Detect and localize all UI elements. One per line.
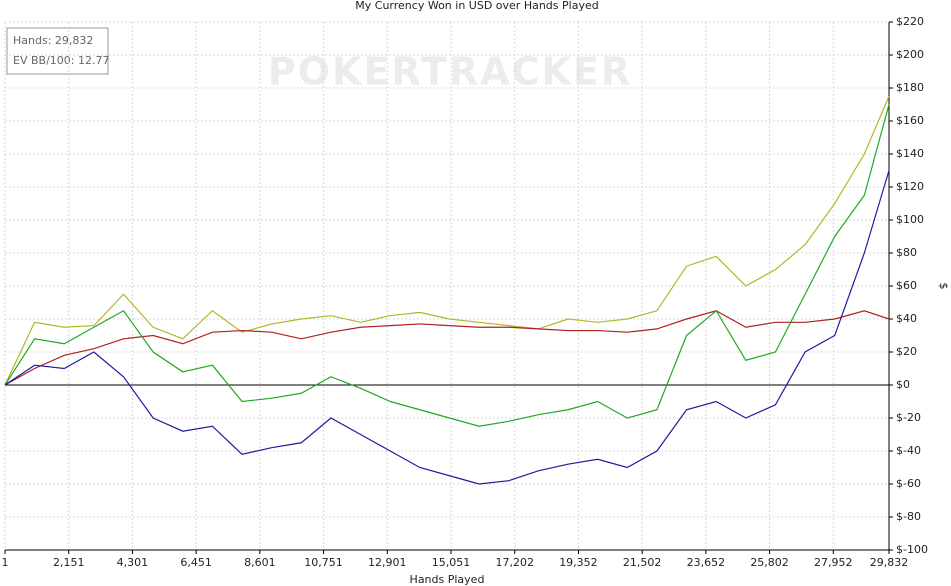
y-tick-label: $-80 — [896, 510, 921, 523]
y-tick-label: $60 — [896, 279, 917, 292]
series-line — [4, 104, 890, 427]
x-tick-label: 25,802 — [750, 556, 789, 569]
y-axis-label: $ — [937, 283, 950, 290]
x-tick-label: 27,952 — [814, 556, 853, 569]
y-tick-label: $20 — [896, 345, 917, 358]
x-tick-label: 8,601 — [244, 556, 276, 569]
y-tick-label: $120 — [896, 180, 924, 193]
x-axis-label: Hands Played — [410, 573, 485, 586]
y-tick-label: $220 — [896, 15, 924, 28]
y-tick-label: $-40 — [896, 444, 921, 457]
info-hands: Hands: 29,832 — [13, 34, 93, 47]
y-tick-label: $200 — [896, 48, 924, 61]
x-tick-label: 6,451 — [180, 556, 212, 569]
y-tick-label: $0 — [896, 378, 910, 391]
y-tick-label: $140 — [896, 147, 924, 160]
x-tick-label: 10,751 — [304, 556, 343, 569]
x-tick-label: 1 — [2, 556, 9, 569]
x-tick-label: 23,652 — [687, 556, 726, 569]
info-box — [6, 27, 109, 75]
series-line — [4, 96, 890, 386]
y-tick-label: $80 — [896, 246, 917, 259]
x-tick-label: 21,502 — [623, 556, 662, 569]
x-tick-label: 29,832 — [870, 556, 909, 569]
chart-title: My Currency Won in USD over Hands Played — [355, 0, 598, 12]
y-tick-label: $160 — [896, 114, 924, 127]
x-tick-label: 15,051 — [432, 556, 471, 569]
y-tick-label: $180 — [896, 81, 924, 94]
y-tick-label: $100 — [896, 213, 924, 226]
series-line — [4, 170, 890, 485]
y-tick-label: $-100 — [896, 543, 928, 556]
watermark: POKERTRACKER — [268, 50, 632, 94]
series-line — [4, 310, 890, 386]
grid — [4, 21, 890, 551]
x-tick-label: 19,352 — [559, 556, 598, 569]
x-tick-label: 17,202 — [495, 556, 534, 569]
x-tick-label: 12,901 — [368, 556, 407, 569]
x-tick-label: 2,151 — [53, 556, 85, 569]
y-tick-label: $40 — [896, 312, 917, 325]
y-tick-label: $-20 — [896, 411, 921, 424]
y-tick-label: $-60 — [896, 477, 921, 490]
x-tick-label: 4,301 — [117, 556, 149, 569]
info-ev: EV BB/100: 12.77 — [13, 54, 109, 67]
